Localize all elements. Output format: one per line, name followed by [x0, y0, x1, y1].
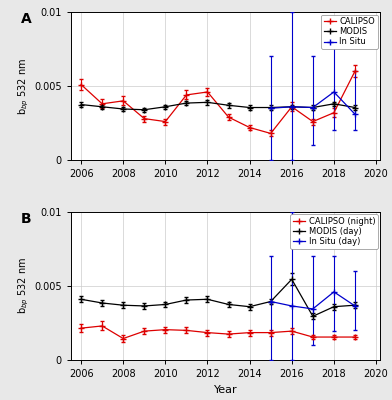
- Text: B: B: [21, 212, 32, 226]
- Legend: CALIPSO, MODIS, In Situ: CALIPSO, MODIS, In Situ: [321, 14, 378, 49]
- Legend: CALIPSO (night), MODIS (day), In Situ (day): CALIPSO (night), MODIS (day), In Situ (d…: [290, 214, 378, 249]
- X-axis label: Year: Year: [214, 384, 237, 394]
- Y-axis label: b$_{bp}$ 532 nm: b$_{bp}$ 532 nm: [17, 258, 31, 314]
- Y-axis label: b$_{bp}$ 532 nm: b$_{bp}$ 532 nm: [17, 58, 31, 114]
- Text: A: A: [21, 12, 32, 26]
